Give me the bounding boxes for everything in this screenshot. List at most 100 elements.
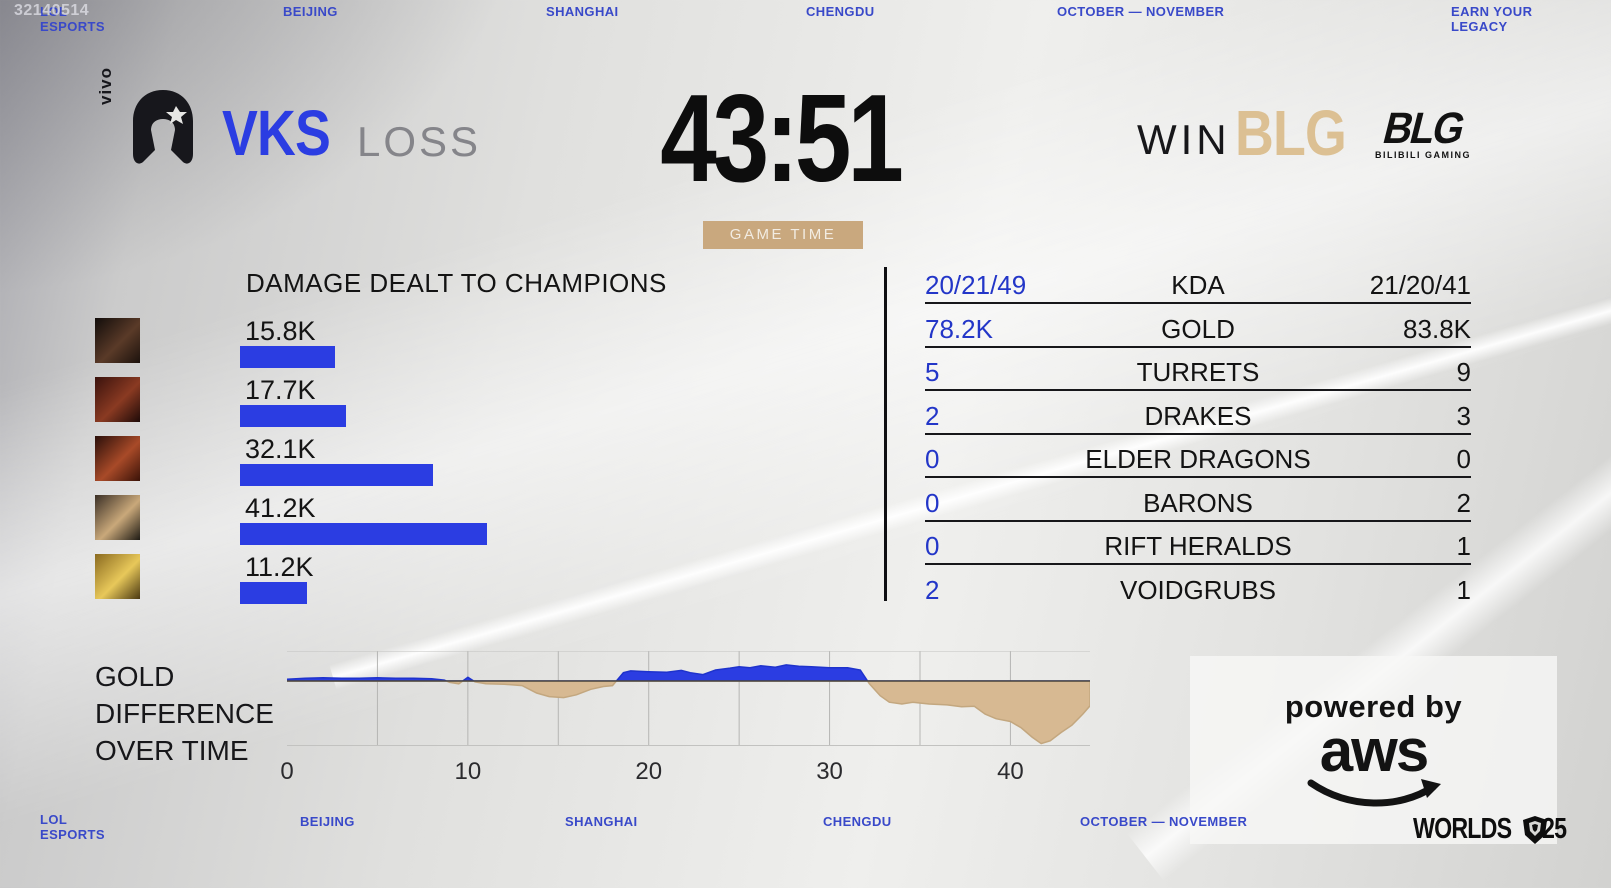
champion-portrait <box>95 318 140 363</box>
stat-label: BARONS <box>1143 487 1253 518</box>
damage-bar-vks <box>240 405 347 427</box>
worlds-crest-icon <box>1522 815 1547 844</box>
game-time-badge: GAME TIME <box>703 221 863 249</box>
damage-row-right: 7.3K <box>83 554 803 602</box>
stat-row-turrets: 5 TURRETS 9 <box>925 355 1471 399</box>
aws-logo-text: aws <box>1319 717 1429 784</box>
stats-divider <box>884 267 887 601</box>
lol-esports-wordmark-bottom: LOL ESPORTS <box>40 812 105 842</box>
stat-label: KDA <box>1171 270 1225 300</box>
damage-row-left: 17.7K <box>95 375 815 427</box>
stat-row-drakes: 2 DRAKES 3 <box>925 399 1471 443</box>
stat-value-vks: 2 <box>925 400 940 431</box>
aws-panel: powered by aws <box>1190 656 1557 844</box>
worlds-wordmark: WORLDS <box>1413 813 1512 845</box>
damage-bar-vks <box>240 523 488 545</box>
damage-row-right: 28.5K <box>83 318 803 366</box>
right-team-tag: BLG <box>1235 97 1347 169</box>
stat-label: GOLD <box>1161 313 1235 344</box>
stat-row-barons: 0 BARONS 2 <box>925 486 1471 530</box>
watermark: 32140514 <box>14 2 90 19</box>
top-city-shanghai: SHANGHAI <box>546 4 619 19</box>
champion-portrait <box>95 554 140 599</box>
stat-row-elder-dragons: 0 ELDER DRAGONS 0 <box>925 442 1471 486</box>
damage-row-left: 41.2K <box>95 493 815 545</box>
blg-team-logo: BLG BILIBILI GAMING <box>1368 104 1478 160</box>
row-rule <box>925 389 1471 391</box>
top-city-beijing: BEIJING <box>283 4 338 19</box>
stat-value-blg: 1 <box>1456 531 1471 561</box>
right-team-result: WIN <box>1137 116 1231 163</box>
x-tick-label: 0 <box>280 758 294 785</box>
corner-shadow <box>0 0 620 360</box>
stat-value-blg: 9 <box>1456 357 1471 387</box>
damage-title: DAMAGE DEALT TO CHAMPIONS <box>246 268 667 298</box>
gold-diff-label: GOLD DIFFERENCE OVER TIME <box>95 661 274 766</box>
row-rule <box>925 345 1471 348</box>
row-rule <box>925 432 1471 435</box>
row-rule <box>925 302 1471 304</box>
damage-value: 11.2K <box>245 552 314 582</box>
lol-esports-wordmark: LOL ESPORTS <box>40 4 105 34</box>
stat-row-voidgrubs: 2 VOIDGRUBS 1 <box>925 573 1471 617</box>
left-team-result: LOSS <box>357 118 482 165</box>
damage-row-left: 32.1K <box>95 434 815 486</box>
worlds-year: 25 <box>1541 813 1567 845</box>
row-rule <box>925 519 1471 522</box>
x-tick-label: 40 <box>997 758 1024 785</box>
blg-logo-subtext: BILIBILI GAMING <box>1375 150 1471 160</box>
damage-value: 17.7K <box>245 375 316 405</box>
vks-helmet-logo-icon <box>133 90 193 164</box>
stat-row-rift-heralds: 0 RIFT HERALDS 1 <box>925 529 1471 573</box>
stat-value-vks: 2 <box>925 574 940 605</box>
champion-portrait <box>95 436 140 481</box>
stat-value-vks: 20/21/49 <box>925 270 1027 300</box>
stat-value-vks: 0 <box>925 487 940 518</box>
x-tick-label: 20 <box>635 758 663 785</box>
bottom-city-shanghai: SHANGHAI <box>565 814 638 829</box>
stat-row-gold: 78.2K GOLD 83.8K <box>925 312 1471 356</box>
stat-label: TURRETS <box>1136 357 1260 387</box>
x-tick-label: 10 <box>454 758 482 785</box>
stat-value-vks: 5 <box>925 357 940 387</box>
stat-label: VOIDGRUBS <box>1119 574 1277 605</box>
damage-row-left: 15.8K <box>95 316 815 368</box>
stat-value-blg: 1 <box>1456 574 1471 605</box>
damage-value: 15.8K <box>245 316 316 346</box>
top-slogan: EARN YOUR LEGACY <box>1451 4 1533 34</box>
gold-diff-chart <box>287 650 1090 746</box>
damage-bar-vks <box>240 346 335 368</box>
top-dates: OCTOBER — NOVEMBER <box>1057 4 1225 19</box>
champion-portrait <box>95 495 140 540</box>
stat-row-kda: 20/21/49 KDA 21/20/41 <box>925 268 1471 312</box>
left-team-tag: VKS <box>222 97 331 169</box>
damage-bar-vks <box>240 464 433 486</box>
top-city-chengdu: CHENGDU <box>806 4 875 19</box>
stat-label: ELDER DRAGONS <box>1085 444 1311 474</box>
chart-areas <box>287 664 1090 745</box>
bottom-dates: OCTOBER — NOVEMBER <box>1080 814 1248 829</box>
bottom-city-beijing: BEIJING <box>300 814 355 829</box>
vivo-sponsor-logo: vivo <box>96 66 115 105</box>
aws-smile-icon <box>1307 779 1441 807</box>
stat-value-blg: 2 <box>1456 487 1471 518</box>
blg-logo-mark: BLG <box>1377 104 1469 153</box>
stat-value-blg: 3 <box>1456 400 1471 431</box>
stat-value-blg: 83.8K <box>1403 313 1471 344</box>
damage-value: 41.2K <box>245 493 316 523</box>
stat-value-vks: 0 <box>925 444 940 474</box>
damage-row-right: 44.1K <box>83 495 803 543</box>
stat-value-vks: 78.2K <box>925 313 993 344</box>
damage-row-right: 23.7K <box>83 377 803 425</box>
row-rule <box>925 476 1471 478</box>
champion-portrait <box>95 377 140 422</box>
damage-value: 32.1K <box>245 434 316 464</box>
stat-value-vks: 0 <box>925 531 940 561</box>
worlds-25-logo: WORLDS 25 <box>1413 813 1572 846</box>
stat-value-blg: 21/20/41 <box>1369 270 1471 300</box>
stat-value-blg: 0 <box>1456 444 1471 474</box>
stat-label: DRAKES <box>1144 400 1252 431</box>
game-timer: 43:51 <box>660 70 904 208</box>
stats-table: 20/21/49 KDA 21/20/41 78.2K GOLD 83.8K 5… <box>925 268 1471 616</box>
damage-bar-vks <box>240 582 308 604</box>
